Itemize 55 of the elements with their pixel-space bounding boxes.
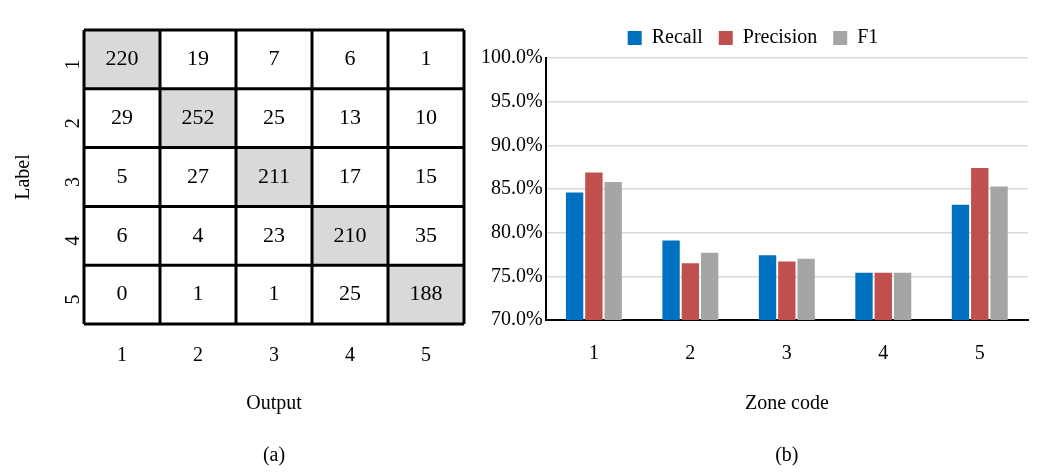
- y-tick-label: 4: [61, 235, 84, 246]
- legend-label: Recall: [651, 25, 704, 48]
- x-tick-label: 4: [878, 341, 889, 364]
- y-tick-label: 70.0%: [490, 307, 543, 330]
- data-label: 25: [263, 103, 285, 129]
- data-label: 220: [105, 45, 139, 71]
- data-label: 25: [339, 280, 361, 306]
- x-tick-label: 5: [421, 343, 431, 366]
- data-label: 5: [116, 162, 128, 188]
- x-tick-label: 1: [588, 341, 599, 364]
- x-axis-title: Output: [246, 391, 303, 415]
- data-label: 10: [415, 103, 437, 129]
- data-label: 23: [263, 221, 285, 247]
- data-label: 29: [111, 103, 133, 129]
- x-tick-label: 2: [685, 341, 696, 364]
- y-tick-label: 80.0%: [490, 219, 543, 242]
- x-tick-label: 5: [974, 341, 985, 364]
- x-tick-label: 3: [269, 343, 279, 366]
- data-label: 35: [415, 221, 437, 247]
- x-tick-label: 1: [117, 343, 127, 366]
- x-tick-label: 2: [193, 343, 203, 366]
- data-label: 17: [339, 162, 361, 188]
- data-label: 15: [415, 162, 437, 188]
- data-label: 4: [192, 221, 204, 247]
- text: (b): [775, 443, 799, 467]
- y-tick-label: 75.0%: [490, 263, 543, 286]
- y-tick-label: 85.0%: [490, 176, 543, 199]
- legend-label: F1: [857, 25, 879, 48]
- data-label: 13: [339, 103, 361, 129]
- y-tick-label: 3: [61, 177, 84, 187]
- x-tick-label: 3: [781, 341, 792, 364]
- y-axis-title: Label: [11, 153, 34, 200]
- data-label: 210: [333, 221, 367, 247]
- y-tick-label: 100.0%: [480, 45, 543, 68]
- data-label: 6: [116, 221, 128, 247]
- data-label: 19: [187, 45, 209, 71]
- data-label: 1: [420, 45, 432, 71]
- y-tick-label: 1: [61, 59, 84, 70]
- data-label: 0: [116, 280, 128, 306]
- data-label: 188: [409, 280, 443, 306]
- x-tick-label: 4: [345, 343, 355, 366]
- data-label: 211: [257, 162, 291, 188]
- data-label: 6: [344, 45, 356, 71]
- data-label: 252: [181, 103, 215, 129]
- x-axis-title: Zone code: [744, 391, 829, 414]
- text: (a): [262, 443, 286, 467]
- y-tick-label: 90.0%: [490, 132, 543, 155]
- y-tick-label: 5: [61, 294, 84, 305]
- data-label: 1: [192, 280, 204, 306]
- data-label: 27: [187, 162, 209, 188]
- legend-label: Precision: [742, 25, 818, 48]
- y-tick-label: 2: [61, 118, 84, 129]
- data-label: 1: [268, 280, 280, 306]
- y-tick-label: 95.0%: [490, 88, 543, 111]
- data-label: 7: [268, 45, 280, 71]
